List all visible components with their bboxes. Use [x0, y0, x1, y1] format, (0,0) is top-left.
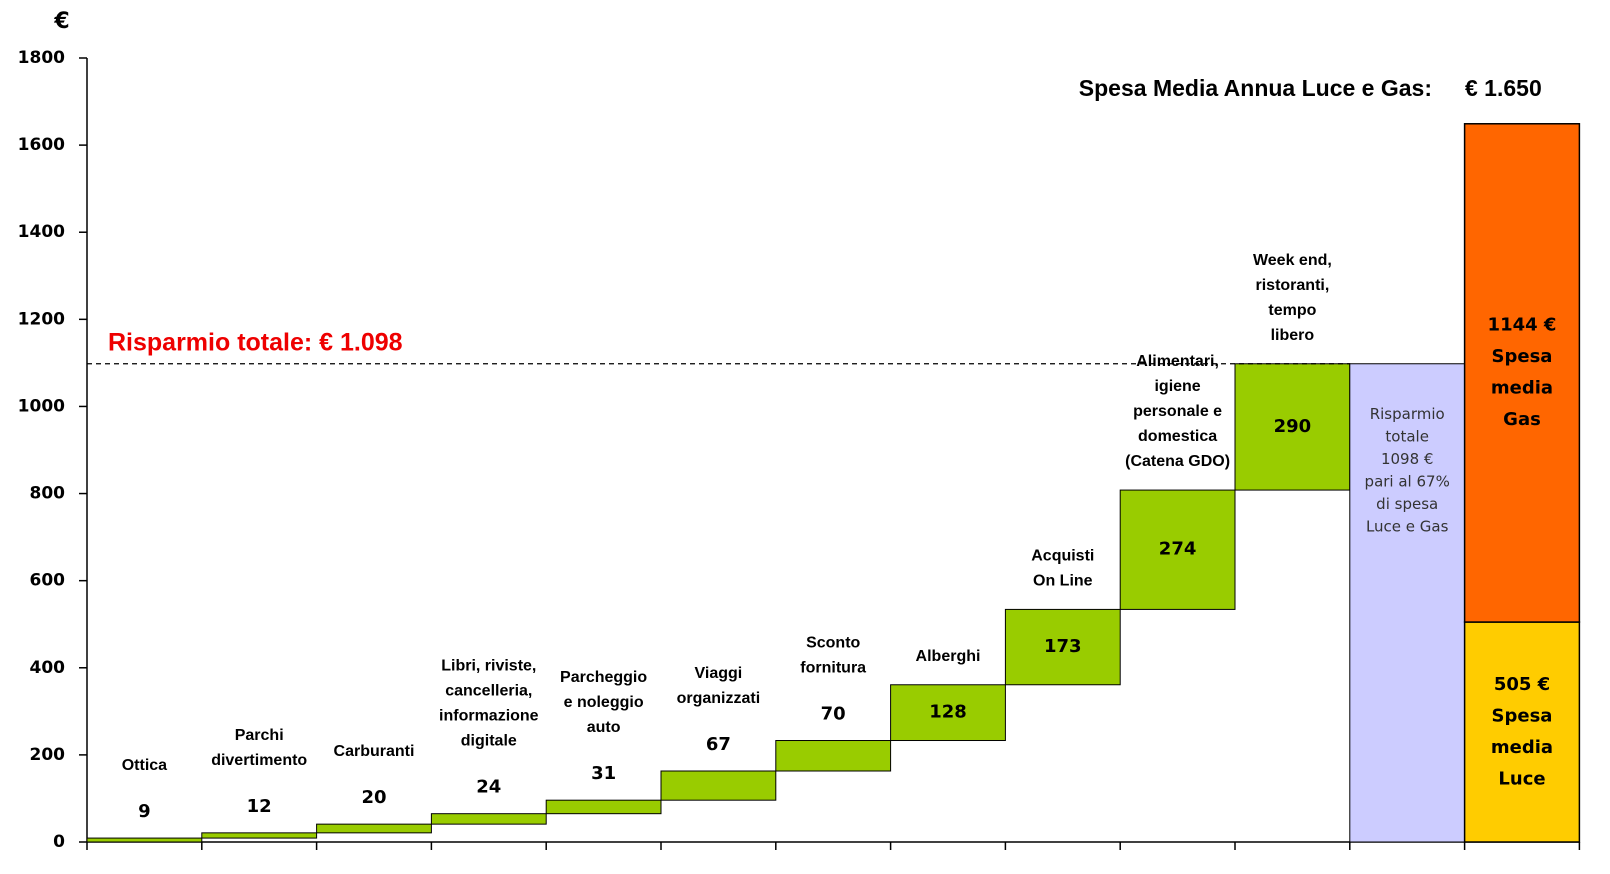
- chart-title: Spesa Media Annua Luce e Gas:: [1079, 75, 1432, 101]
- value-label: 9: [138, 801, 151, 822]
- stack-value-label: 505 €: [1494, 674, 1550, 695]
- total-bar: [1349, 363, 1466, 843]
- value-label: 20: [361, 787, 386, 808]
- bar: [660, 770, 777, 801]
- stack-name: Spesa media Luce: [1491, 705, 1553, 789]
- bar: [86, 837, 203, 843]
- stack-name: Spesa media Gas: [1491, 346, 1553, 430]
- y-axis-label: €: [53, 9, 69, 34]
- category-label: Libri, riviste, cancelleria, informazione d…: [439, 658, 539, 750]
- category-label: Sconto fornitura: [800, 635, 866, 677]
- y-tick-label: 0: [53, 832, 65, 852]
- category-label: Acquisti On Line: [1031, 548, 1094, 590]
- total-label: Risparmio totale 1098 € pari al 67% di spesa…: [1365, 404, 1450, 535]
- category-label: Parchi divertimento: [211, 727, 307, 769]
- category-label: Week end, ristoranti, tempo libero: [1253, 252, 1332, 344]
- value-label: 24: [476, 777, 501, 798]
- category-label: Alberghi: [916, 648, 981, 665]
- value-label: 290: [1274, 416, 1312, 437]
- bar: [890, 684, 1006, 742]
- y-tick-label: 1200: [18, 309, 65, 329]
- category-label: Carburanti: [334, 743, 415, 760]
- value-label: 173: [1044, 636, 1082, 657]
- annotation: Risparmio totale: € 1.098: [108, 329, 403, 357]
- value-label: 12: [247, 796, 272, 817]
- y-tick-label: 1800: [18, 48, 65, 68]
- stack-value-label: 1144 €: [1488, 315, 1557, 336]
- y-tick-label: 1400: [18, 222, 65, 242]
- category-label: Parcheggio e noleggio auto: [560, 669, 647, 736]
- y-tick-label: 400: [30, 658, 66, 678]
- stack-bar: [1463, 621, 1581, 843]
- value-label: 274: [1159, 539, 1197, 560]
- bar: [775, 740, 892, 772]
- value-label: 67: [706, 734, 731, 755]
- bar: [316, 823, 432, 834]
- y-tick-label: 800: [30, 484, 66, 504]
- bar: [1119, 489, 1236, 610]
- category-label: Ottica: [122, 757, 167, 774]
- y-tick-label: 600: [30, 571, 66, 591]
- bar: [545, 799, 662, 815]
- bar: [1004, 608, 1121, 686]
- value-label: 70: [821, 704, 846, 725]
- category-label: Viaggi organizzati: [677, 665, 761, 707]
- value-label: 128: [929, 702, 967, 723]
- title-value: € 1.650: [1465, 75, 1542, 101]
- bar: [430, 813, 547, 825]
- value-label: 31: [591, 763, 616, 784]
- bar: [201, 832, 318, 839]
- y-tick-label: 1000: [18, 396, 65, 416]
- y-tick-label: 1600: [18, 135, 65, 155]
- stack-bar: [1463, 123, 1581, 623]
- bar: [1234, 363, 1351, 491]
- category-label: Alimentari, igiene personale e domestica (Ca…: [1125, 353, 1230, 470]
- y-tick-label: 200: [30, 745, 66, 765]
